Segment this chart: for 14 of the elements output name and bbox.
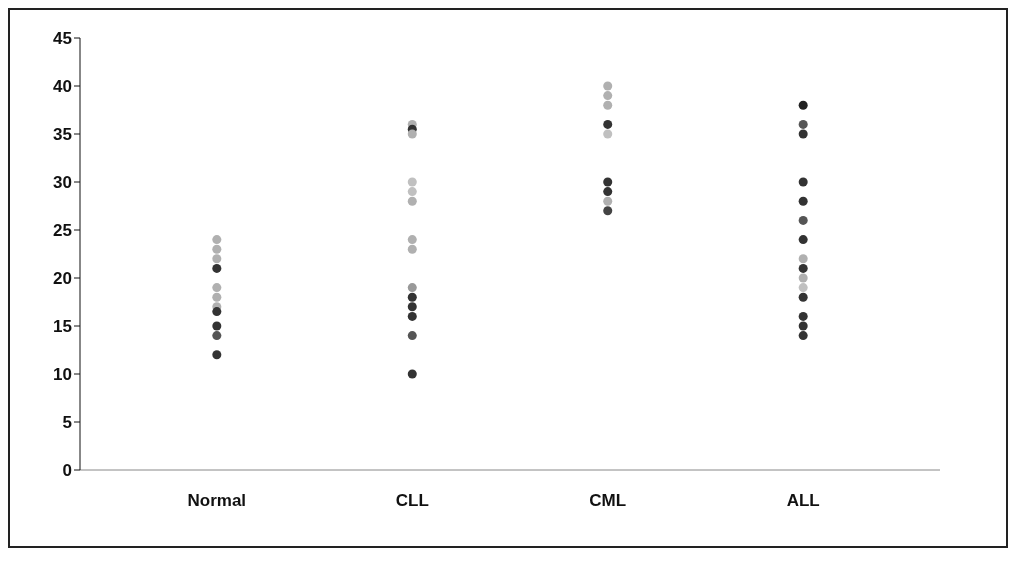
y-tick-label: 10	[53, 365, 72, 385]
x-tick-label: CLL	[395, 491, 429, 511]
y-tick-label: 35	[53, 125, 72, 145]
x-tick-label: ALL	[786, 491, 820, 511]
y-tick-label: 20	[53, 269, 72, 289]
x-tick-label: CML	[589, 491, 627, 511]
y-tick-label: 0	[62, 461, 72, 481]
y-tick-label: 15	[53, 317, 72, 337]
y-tick-label: 40	[53, 77, 72, 97]
y-tick-label: 45	[53, 29, 72, 49]
y-tick-label: 30	[53, 173, 72, 193]
y-tick-label: 5	[62, 413, 72, 433]
y-tick-label: 25	[53, 221, 72, 241]
x-tick-label: Normal	[187, 491, 247, 511]
